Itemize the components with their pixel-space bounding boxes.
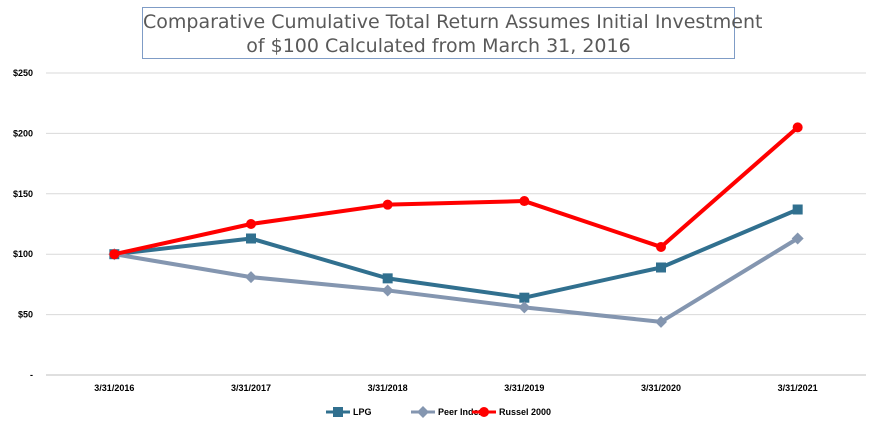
series-line <box>113 125 799 257</box>
data-point-diamond <box>245 271 257 284</box>
legend-item: Russel 2000 <box>472 407 551 417</box>
chart-title-line-2: of $100 Calculated from March 31, 2016 <box>246 35 631 57</box>
series-group <box>108 122 804 328</box>
y-tick-label: $100 <box>13 249 33 259</box>
x-tick-label: 3/31/2021 <box>778 383 818 393</box>
y-tick-label: $50 <box>18 310 33 320</box>
chart-title: Comparative Cumulative Total Return Assu… <box>142 7 763 59</box>
legend-label: Russel 2000 <box>499 407 551 417</box>
x-tick-label: 3/31/2020 <box>641 383 681 393</box>
series-line <box>114 236 799 324</box>
y-tick-label: $150 <box>13 189 33 199</box>
series-peer-index <box>108 232 804 328</box>
x-tick-label: 3/31/2016 <box>94 383 134 393</box>
y-tick-label: $200 <box>13 128 33 138</box>
data-point-circle <box>519 196 530 207</box>
data-point-diamond <box>791 232 804 245</box>
gridlines <box>46 72 866 376</box>
x-axis-tick-labels: 3/31/2016 3/31/2017 3/31/2018 3/31/2019 3/31… <box>94 383 817 393</box>
y-tick-label: - <box>30 370 33 380</box>
data-point-square <box>519 292 530 303</box>
data-point-circle <box>792 122 803 133</box>
data-point-diamond <box>518 301 531 314</box>
y-axis-tick-labels: - $50 $100 $150 $200 $250 <box>13 68 33 380</box>
x-tick-label: 3/31/2018 <box>368 383 408 393</box>
data-point-square <box>792 204 803 215</box>
chart-title-line-1: Comparative Cumulative Total Return Assu… <box>143 11 763 33</box>
data-point-diamond <box>655 315 667 328</box>
data-point-circle <box>109 249 120 260</box>
series-russel-2000 <box>109 122 803 260</box>
legend-item: Peer Index <box>411 406 484 418</box>
data-point-square <box>382 273 393 284</box>
data-point-circle <box>382 199 393 210</box>
data-point-circle <box>656 241 666 252</box>
x-tick-label: 3/31/2017 <box>231 383 271 393</box>
legend-item: LPG <box>326 407 372 417</box>
data-point-square <box>246 233 256 244</box>
y-tick-label: $250 <box>13 68 33 78</box>
x-tick-label: 3/31/2019 <box>504 383 544 393</box>
series-lpg <box>109 204 803 303</box>
legend-label: Peer Index <box>438 407 484 417</box>
data-point-circle <box>246 219 256 229</box>
data-point-diamond <box>381 284 394 297</box>
data-point-square <box>333 407 343 417</box>
data-point-circle <box>479 407 489 417</box>
data-point-square <box>656 262 666 273</box>
series-line <box>114 207 799 300</box>
legend: LPG Peer Index Russel 2000 <box>326 406 551 418</box>
legend-label: LPG <box>353 407 372 417</box>
data-point-diamond <box>417 406 429 418</box>
